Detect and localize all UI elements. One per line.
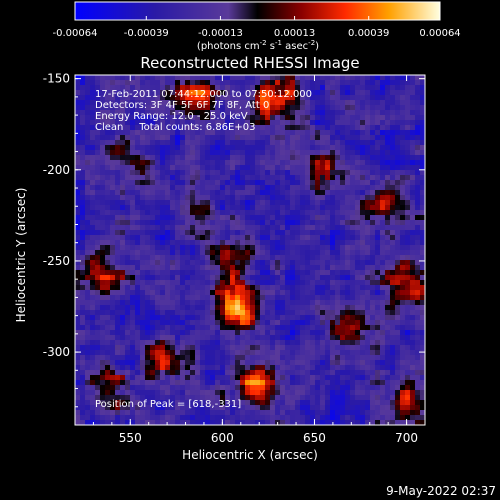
x-tick-label: 650 — [303, 431, 326, 445]
y-axis-label: Heliocentric Y (arcsec) — [14, 188, 28, 323]
annotation-time: 17-Feb-2011 07:44:12.000 to 07:50:12.000 — [95, 89, 312, 100]
x-tick-label: 600 — [211, 431, 234, 445]
heatmap-image — [75, 75, 425, 425]
y-tick-label: -200 — [43, 163, 70, 177]
colorbar-tick-label: -0.00013 — [198, 28, 243, 39]
annotation-energy: Energy Range: 12.0 - 25.0 keV — [95, 111, 248, 122]
footer-date: 9-May-2022 02:37 — [386, 484, 496, 498]
y-tick-label: -300 — [43, 345, 70, 359]
y-tick-label: -150 — [43, 72, 70, 86]
x-tick-label: 700 — [395, 431, 418, 445]
x-tick-label: 550 — [119, 431, 142, 445]
plot-frame — [74, 74, 426, 426]
colorbar — [74, 1, 441, 21]
colorbar-tick-label: -0.00039 — [124, 28, 169, 39]
annotation-peak: Position of Peak = [618,-331] — [95, 399, 241, 410]
colorbar-tick-label: 0.00039 — [348, 28, 389, 39]
chart-title: Reconstructed RHESSI Image — [140, 54, 359, 72]
x-axis: 550 600 650 700 — [74, 75, 426, 445]
x-axis-label: Heliocentric X (arcsec) — [182, 448, 318, 462]
colorbar-tick-label: 0.00064 — [419, 28, 460, 39]
colorbar-ticks: -0.00064 -0.00039 -0.00013 0.00013 0.00039 0.… — [53, 16, 461, 39]
annotation-clean: Clean Total counts: 6.86E+03 — [95, 122, 255, 133]
y-axis: -150 -200 -250 -300 — [43, 72, 425, 426]
colorbar-tick-label: 0.00013 — [274, 28, 315, 39]
y-tick-label: -250 — [43, 254, 70, 268]
colorbar-unit-label: (photons cm-2 s-1 asec-2) — [197, 39, 319, 52]
colorbar-tick-label: -0.00064 — [53, 28, 98, 39]
annotation-detectors: Detectors: 3F 4F 5F 6F 7F 8F, Att 0 — [95, 100, 269, 111]
